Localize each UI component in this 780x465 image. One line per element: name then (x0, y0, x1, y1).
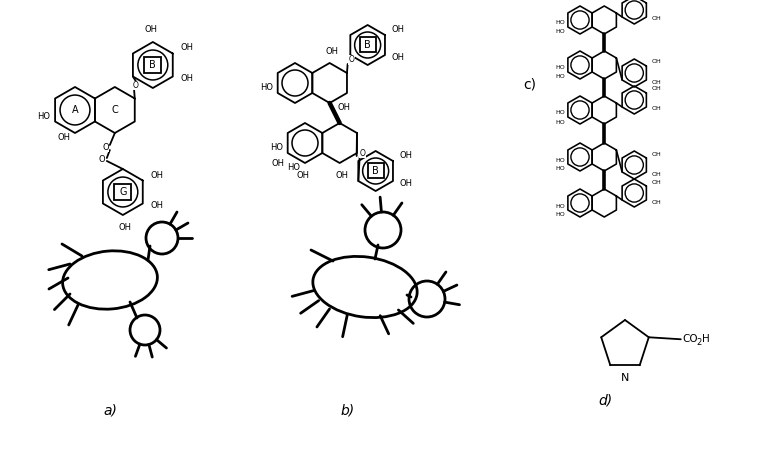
Text: HO: HO (555, 66, 565, 71)
Text: OH: OH (57, 133, 70, 142)
Text: OH: OH (651, 0, 661, 1)
Text: G: G (119, 187, 126, 197)
Text: OH: OH (651, 199, 661, 205)
Text: O: O (360, 148, 366, 158)
Text: OH: OH (335, 171, 348, 180)
Text: HO: HO (270, 144, 282, 153)
Text: OH: OH (651, 80, 661, 85)
Text: C: C (112, 105, 119, 115)
Text: O: O (133, 81, 139, 90)
Text: OH: OH (271, 159, 285, 167)
Text: OH: OH (151, 171, 164, 180)
Text: H: H (702, 334, 710, 344)
Text: O: O (349, 55, 355, 65)
FancyBboxPatch shape (367, 164, 384, 179)
Text: HO: HO (555, 120, 565, 125)
Text: OH: OH (651, 179, 661, 185)
Text: HO: HO (555, 158, 565, 162)
Text: OH: OH (338, 104, 351, 113)
Text: OH: OH (144, 25, 158, 34)
Text: c): c) (523, 78, 537, 92)
Text: B: B (364, 40, 371, 50)
Text: OH: OH (651, 86, 661, 92)
Text: 2: 2 (697, 338, 702, 347)
Text: OH: OH (400, 152, 413, 160)
FancyBboxPatch shape (360, 38, 376, 53)
Text: HO: HO (555, 204, 565, 208)
Text: OH: OH (400, 179, 413, 188)
Text: HO: HO (555, 74, 565, 80)
Text: HO: HO (555, 166, 565, 172)
Text: HO: HO (287, 164, 300, 173)
FancyBboxPatch shape (144, 57, 161, 73)
Text: HO: HO (555, 213, 565, 218)
Text: OH: OH (181, 74, 193, 83)
Text: HO: HO (555, 29, 565, 34)
Text: OH: OH (392, 53, 405, 62)
Text: O: O (98, 155, 105, 165)
Text: OH: OH (296, 171, 310, 180)
Text: d): d) (598, 393, 612, 407)
Text: CO: CO (682, 334, 698, 344)
Text: OH: OH (181, 43, 193, 52)
Text: HO: HO (555, 20, 565, 26)
Text: O: O (102, 142, 109, 152)
Text: OH: OH (651, 106, 661, 112)
FancyBboxPatch shape (115, 184, 131, 200)
Text: OH: OH (325, 47, 339, 56)
Text: HO: HO (37, 112, 50, 121)
Text: B: B (150, 60, 156, 70)
Text: a): a) (103, 403, 117, 417)
Text: OH: OH (651, 172, 661, 177)
Text: OH: OH (651, 16, 661, 21)
Text: A: A (72, 105, 78, 115)
Text: HO: HO (260, 84, 273, 93)
Text: HO: HO (555, 111, 565, 115)
Text: N: N (621, 373, 629, 383)
Text: OH: OH (119, 223, 131, 232)
Text: OH: OH (392, 26, 405, 34)
Text: B: B (372, 166, 379, 176)
Text: b): b) (341, 403, 355, 417)
Text: OH: OH (651, 60, 661, 65)
Text: OH: OH (151, 201, 164, 210)
Text: OH: OH (651, 152, 661, 157)
